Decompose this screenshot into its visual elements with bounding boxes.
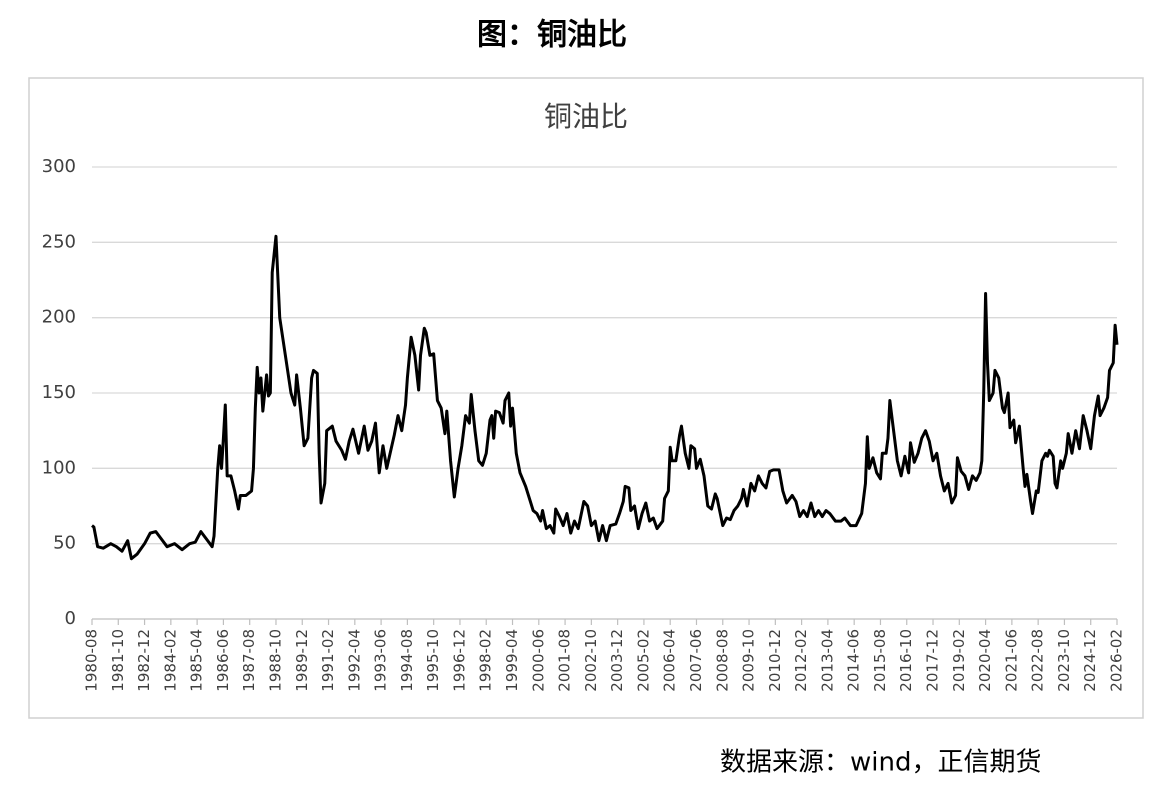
x-tick-label: 1989-12 xyxy=(293,629,311,692)
x-tick-label: 1996-12 xyxy=(450,629,468,692)
x-tick-label: 1995-10 xyxy=(424,629,442,692)
x-tick-label: 1982-12 xyxy=(135,629,153,692)
x-tick-label: 2013-04 xyxy=(818,629,836,692)
x-tick-label: 2014-06 xyxy=(845,629,863,692)
x-tick-label: 2022-08 xyxy=(1029,629,1047,692)
x-tick-label: 2003-12 xyxy=(608,629,626,692)
x-tick-label: 1991-02 xyxy=(319,629,337,692)
y-tick-label: 200 xyxy=(42,307,76,328)
x-tick-label: 2016-10 xyxy=(897,629,915,692)
x-tick-label: 1988-10 xyxy=(266,629,284,692)
x-tick-label: 2020-04 xyxy=(976,629,994,692)
x-tick-label: 2017-12 xyxy=(924,629,942,692)
x-tick-label: 2001-08 xyxy=(556,629,574,692)
x-tick-label: 1987-08 xyxy=(240,629,258,692)
x-tick-label: 2015-08 xyxy=(871,629,889,692)
y-tick-label: 250 xyxy=(42,231,76,252)
x-tick-label: 1994-08 xyxy=(398,629,416,692)
y-tick-label: 300 xyxy=(42,156,76,177)
figure-title: 图：铜油比 xyxy=(477,18,627,53)
y-tick-label: 0 xyxy=(65,608,76,629)
x-tick-label: 2021-06 xyxy=(1002,629,1020,692)
data-line xyxy=(91,234,1119,561)
x-tick-label: 2008-08 xyxy=(713,629,731,692)
chart-title: 铜油比 xyxy=(544,100,628,133)
y-tick-label: 50 xyxy=(53,533,76,554)
x-tick-label: 2019-02 xyxy=(950,629,968,692)
x-tick-label: 2009-10 xyxy=(740,629,758,692)
x-tick-label: 1986-06 xyxy=(214,629,232,692)
x-tick-label: 1999-04 xyxy=(503,629,521,692)
x-tick-label: 2006-04 xyxy=(661,629,679,692)
x-tick-label: 1984-02 xyxy=(161,629,179,692)
x-tick-label: 2012-02 xyxy=(792,629,810,692)
x-tick-label: 1998-02 xyxy=(477,629,495,692)
x-tick-label: 2007-06 xyxy=(687,629,705,692)
x-tick-label: 1985-04 xyxy=(188,629,206,692)
x-tick-label: 2024-12 xyxy=(1081,629,1099,692)
y-tick-label: 150 xyxy=(42,382,76,403)
x-tick-label: 1993-06 xyxy=(372,629,390,692)
chart-frame xyxy=(28,77,1144,719)
x-tick-label: 2005-02 xyxy=(634,629,652,692)
x-tick-label: 2000-06 xyxy=(529,629,547,692)
x-tick-label: 1981-10 xyxy=(109,629,127,692)
y-tick-label: 100 xyxy=(42,457,76,478)
x-tick-label: 1992-04 xyxy=(345,629,363,692)
source-note: 数据来源：wind，正信期货 xyxy=(720,748,1041,778)
x-tick-label: 2026-02 xyxy=(1108,629,1126,692)
x-tick-label: 2023-10 xyxy=(1055,629,1073,692)
x-tick-label: 2010-12 xyxy=(766,629,784,692)
x-tick-label: 1980-08 xyxy=(83,629,101,692)
x-tick-label: 2002-10 xyxy=(582,629,600,692)
